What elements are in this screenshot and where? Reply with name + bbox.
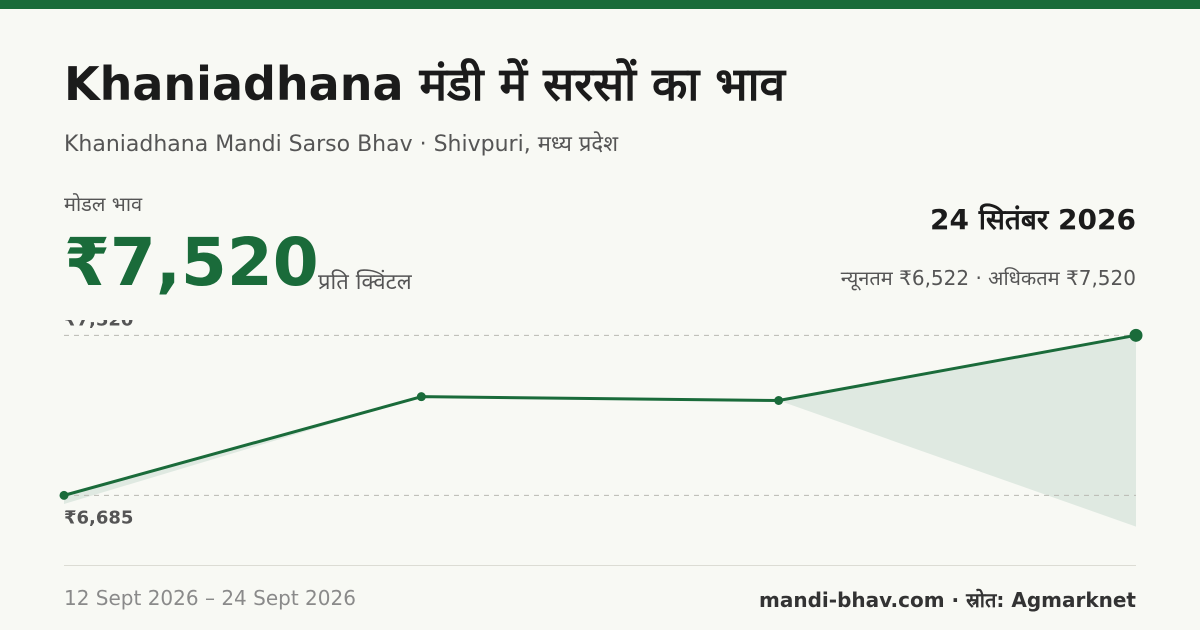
- top-accent-bar: [0, 0, 1200, 9]
- footer-divider: [64, 565, 1136, 566]
- reference-line-label: ₹7,520: [64, 320, 133, 330]
- price-line: [63, 333, 1137, 497]
- price-trend-chart: ₹7,520 ₹6,685: [59, 320, 1143, 528]
- data-point: [1129, 328, 1143, 342]
- data-point: [774, 396, 784, 405]
- modal-price-label: मोडल भाव: [64, 192, 143, 216]
- price-date: 24 सितंबर 2026: [930, 203, 1136, 236]
- price-unit: प्रति क्विंटल: [318, 270, 412, 295]
- modal-price-value: ₹7,520: [64, 224, 319, 301]
- data-point: [416, 392, 426, 402]
- date-range: 12 Sept 2026 – 24 Sept 2026: [64, 586, 356, 610]
- page-title: Khaniadhana मंडी में सरसों का भाव: [64, 57, 786, 111]
- min-max-price: न्यूनतम ₹6,522 · अधिकतम ₹7,520: [840, 266, 1136, 290]
- reference-line-label: ₹6,685: [64, 507, 133, 528]
- data-point: [59, 490, 69, 500]
- page-subtitle: Khaniadhana Mandi Sarso Bhav · Shivpuri,…: [64, 132, 619, 157]
- min-max-band: [64, 335, 1136, 527]
- source-credit: mandi-bhav.com · स्रोत: Agmarknet: [759, 588, 1136, 612]
